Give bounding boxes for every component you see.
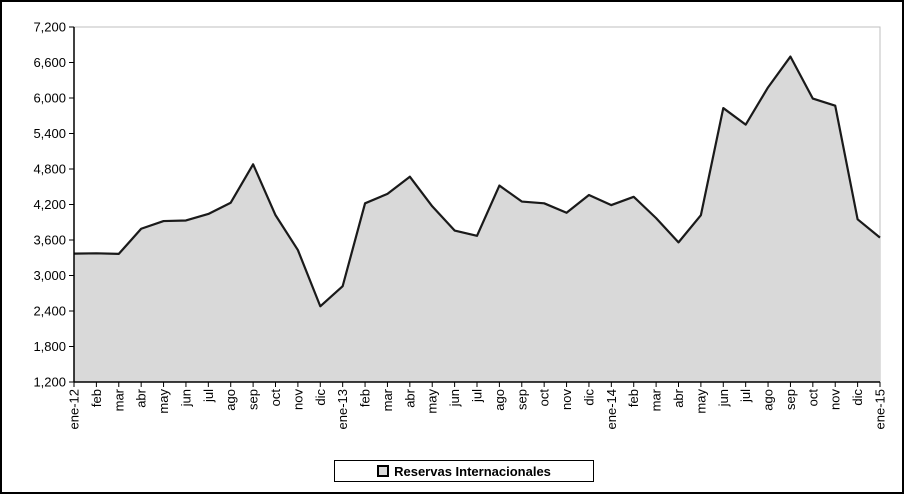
x-tick-label: ago xyxy=(223,389,238,411)
y-tick-label: 4,800 xyxy=(33,162,66,177)
legend: Reservas Internacionales xyxy=(334,460,594,482)
x-tick-label: feb xyxy=(89,389,104,407)
x-tick-label: oct xyxy=(537,389,552,407)
legend-swatch xyxy=(377,465,390,477)
x-tick-label: abr xyxy=(134,388,149,407)
x-tick-label: may xyxy=(693,389,708,414)
y-tick-label: 6,600 xyxy=(33,55,66,70)
y-tick-label: 3,600 xyxy=(33,233,66,248)
x-tick-label: jun xyxy=(178,389,193,407)
x-tick-label: feb xyxy=(358,389,373,407)
y-tick-label: 4,200 xyxy=(33,197,66,212)
x-tick-label: nov xyxy=(828,389,843,410)
x-tick-label: jul xyxy=(201,389,216,403)
x-tick-label: feb xyxy=(626,389,641,407)
x-tick-label: may xyxy=(425,389,440,414)
x-tick-label: abr xyxy=(402,388,417,407)
y-tick-label: 6,000 xyxy=(33,91,66,106)
x-tick-label: dic xyxy=(850,389,865,406)
x-tick-label: mar xyxy=(649,388,664,411)
x-tick-label: jul xyxy=(738,389,753,403)
x-tick-label: dic xyxy=(313,389,328,406)
series-line xyxy=(73,55,881,308)
x-tick-label: sep xyxy=(246,389,261,410)
y-tick-label: 2,400 xyxy=(33,304,66,319)
x-tick-label: oct xyxy=(805,389,820,407)
x-tick-label: jul xyxy=(470,389,485,403)
x-tick-label: abr xyxy=(671,388,686,407)
x-tick-label: mar xyxy=(380,388,395,411)
y-tick-label: 5,400 xyxy=(33,126,66,141)
y-tick-label: 3,000 xyxy=(33,268,66,283)
x-tick-label: ene-15 xyxy=(873,389,888,429)
x-tick-label: nov xyxy=(559,389,574,410)
x-tick-label: sep xyxy=(783,389,798,410)
legend-label: Reservas Internacionales xyxy=(394,463,551,479)
x-tick-label: ene-13 xyxy=(335,389,350,429)
x-tick-label: ene-14 xyxy=(604,389,619,429)
x-tick-label: dic xyxy=(581,389,596,406)
y-tick-label: 7,200 xyxy=(33,20,66,35)
x-tick-label: nov xyxy=(290,389,305,410)
x-tick-label: sep xyxy=(514,389,529,410)
x-tick-label: jun xyxy=(447,389,462,407)
y-tick-label: 1,800 xyxy=(33,339,66,354)
y-tick-label: 1,200 xyxy=(33,375,66,390)
x-tick-label: ago xyxy=(761,389,776,411)
x-tick-label: ago xyxy=(492,389,507,411)
x-tick-label: may xyxy=(156,389,171,414)
x-tick-label: mar xyxy=(111,388,126,411)
x-tick-label: jun xyxy=(716,389,731,407)
x-tick-label: ene-12 xyxy=(67,389,82,429)
x-tick-label: oct xyxy=(268,389,283,407)
series-area xyxy=(74,56,880,382)
